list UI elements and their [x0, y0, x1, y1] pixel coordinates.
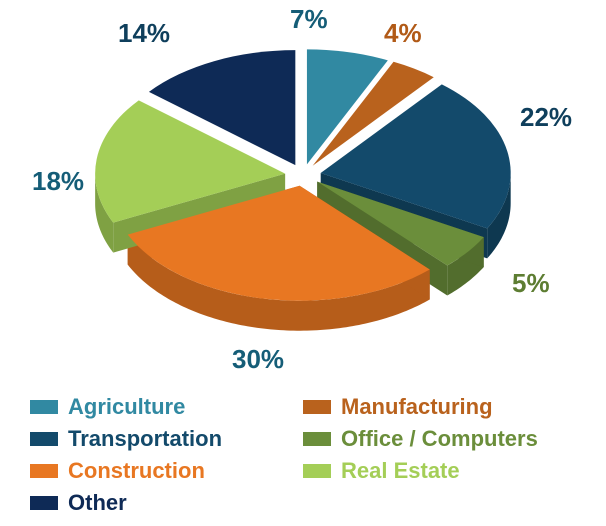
legend-label: Transportation [68, 426, 222, 452]
legend-label: Office / Computers [341, 426, 538, 452]
legend-swatch [30, 496, 58, 510]
legend-item: Transportation [30, 426, 303, 452]
legend-item: Agriculture [30, 394, 303, 420]
legend-item: Manufacturing [303, 394, 576, 420]
legend-swatch [30, 464, 58, 478]
legend-label: Other [68, 490, 127, 516]
legend-label: Construction [68, 458, 205, 484]
legend: Agriculture Manufacturing Transportation Of… [0, 390, 606, 522]
legend-swatch [30, 432, 58, 446]
legend-label: Real Estate [341, 458, 460, 484]
pie-chart-area: 7%4%22%5%30%18%14% [0, 0, 606, 390]
legend-item: Construction [30, 458, 303, 484]
legend-swatch [303, 464, 331, 478]
legend-swatch [303, 432, 331, 446]
legend-swatch [30, 400, 58, 414]
legend-item: Real Estate [303, 458, 576, 484]
legend-label: Agriculture [68, 394, 185, 420]
legend-label: Manufacturing [341, 394, 493, 420]
pie-svg [0, 0, 606, 390]
legend-swatch [303, 400, 331, 414]
legend-item: Other [30, 490, 303, 516]
legend-item: Office / Computers [303, 426, 576, 452]
